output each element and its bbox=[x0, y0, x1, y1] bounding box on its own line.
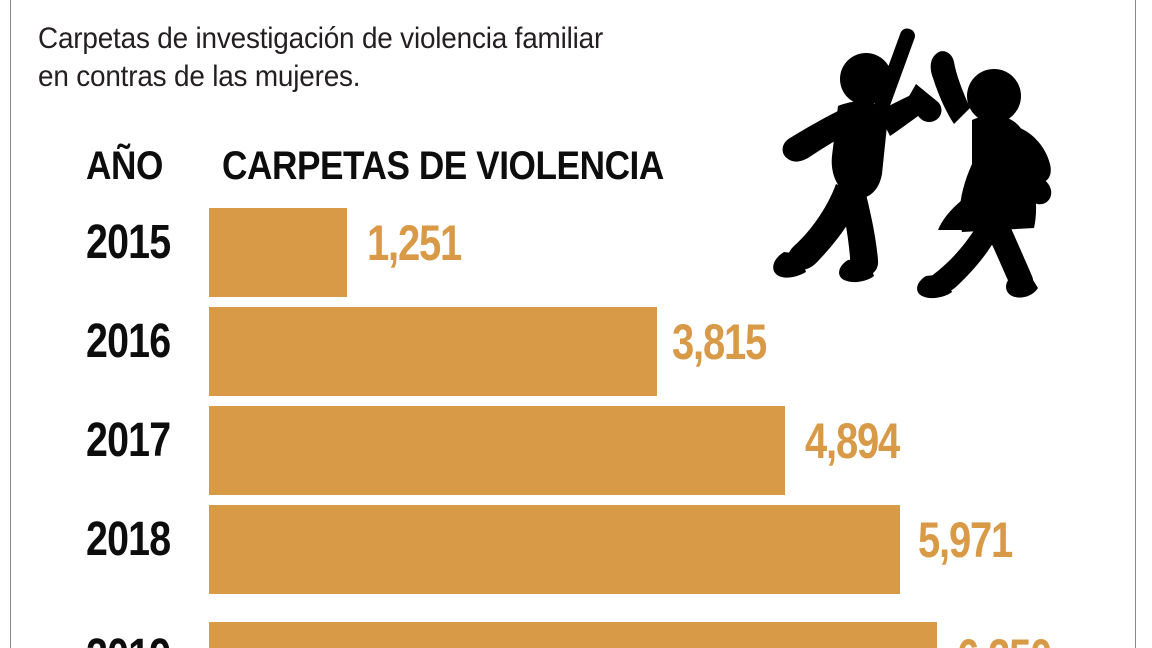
row-year-label: 2017 bbox=[86, 414, 171, 467]
table-row: 2015 1,251 bbox=[0, 198, 1152, 297]
bar bbox=[209, 622, 937, 648]
bar-value-label: 4,894 bbox=[805, 413, 900, 469]
bar bbox=[209, 208, 347, 297]
row-year-label: 2016 bbox=[86, 315, 171, 368]
table-row: 2016 3,815 bbox=[0, 297, 1152, 396]
table-row: 2017 4,894 bbox=[0, 396, 1152, 495]
column-header-value: CARPETAS DE VIOLENCIA bbox=[222, 144, 664, 188]
bar bbox=[209, 505, 900, 594]
domestic-violence-pictogram bbox=[766, 24, 1086, 314]
row-year-label: 2019 bbox=[86, 628, 184, 648]
column-header-year: AÑO bbox=[86, 144, 163, 188]
page-title: Carpetas de investigación de violencia f… bbox=[38, 22, 604, 94]
bar-value-label: 3,815 bbox=[672, 314, 767, 370]
bar-value-label: 6,250 bbox=[957, 628, 1052, 648]
table-row: 2019 6,250 bbox=[0, 612, 1152, 648]
bar-value-label: 5,971 bbox=[918, 512, 1013, 568]
right-edge-rule bbox=[1135, 0, 1136, 648]
bar-chart: 2015 1,251 2016 3,815 2017 4,894 2018 5,971 2019… bbox=[0, 198, 1152, 648]
table-row: 2018 5,971 bbox=[0, 495, 1152, 594]
left-edge-rule bbox=[10, 0, 11, 648]
bar bbox=[209, 406, 785, 495]
row-year-label: 2015 bbox=[86, 216, 171, 269]
man-raising-club-icon bbox=[773, 28, 942, 283]
bar-value-label: 1,251 bbox=[367, 215, 462, 271]
woman-fleeing-icon bbox=[917, 51, 1052, 299]
bar bbox=[209, 307, 657, 396]
row-year-label: 2018 bbox=[86, 513, 171, 566]
